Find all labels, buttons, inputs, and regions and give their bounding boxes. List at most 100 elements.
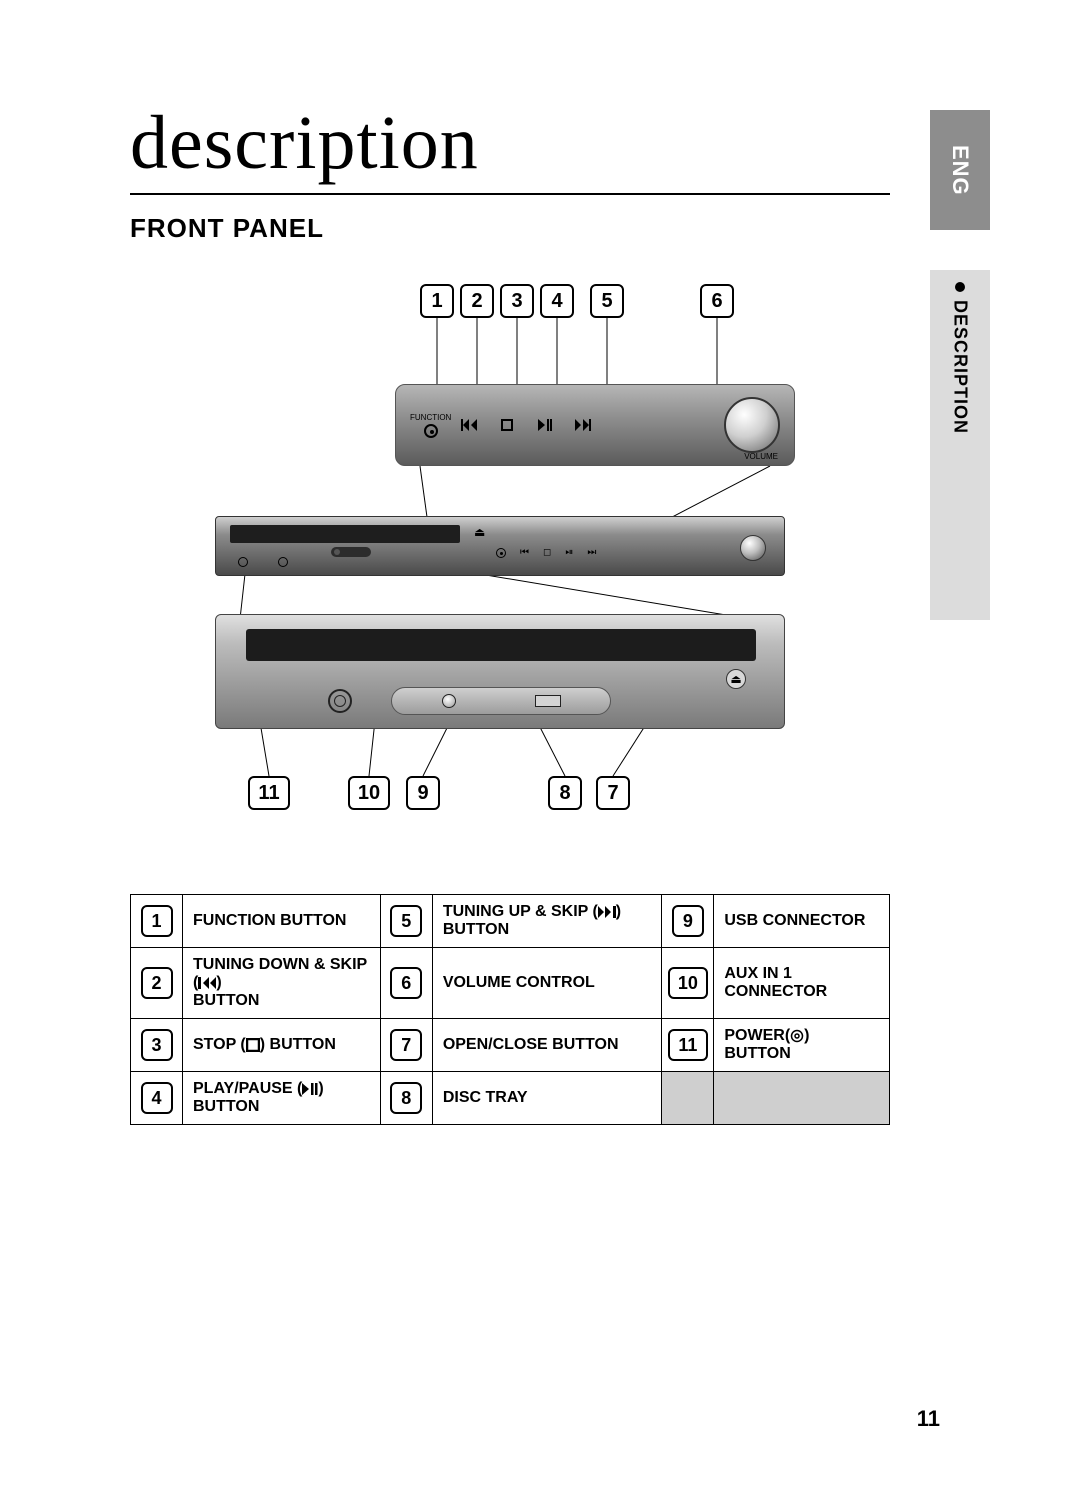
legend-label-cell: POWER() BUTTON bbox=[714, 1019, 890, 1072]
legend-num-cell: 3 bbox=[131, 1019, 183, 1072]
callout-2: 2 bbox=[460, 284, 494, 318]
legend-num: 6 bbox=[390, 967, 422, 999]
function-ring-icon bbox=[424, 424, 438, 438]
legend-num-cell: 10 bbox=[662, 948, 714, 1019]
play-pause-icon bbox=[537, 417, 553, 433]
legend-label-cell: FUNCTION BUTTON bbox=[183, 895, 381, 948]
legend-num-cell: 1 bbox=[131, 895, 183, 948]
legend-empty-cell bbox=[714, 1072, 890, 1125]
legend-num-cell: 4 bbox=[131, 1072, 183, 1125]
page-title: description bbox=[130, 100, 990, 187]
legend-label-cell: PLAY/PAUSE () BUTTON bbox=[183, 1072, 381, 1125]
mid-aux-port bbox=[278, 557, 288, 567]
language-label: ENG bbox=[947, 145, 973, 196]
language-tab: ENG bbox=[930, 110, 990, 230]
legend-num-cell: 9 bbox=[662, 895, 714, 948]
front-ports-panel bbox=[391, 687, 611, 715]
legend-row: 3 STOP () BUTTON 7 OPEN/CLOSE BUTTON 11 POWER… bbox=[131, 1019, 890, 1072]
stop-icon bbox=[499, 417, 515, 433]
callout-1: 1 bbox=[420, 284, 454, 318]
callout-4: 4 bbox=[540, 284, 574, 318]
callout-9: 9 bbox=[406, 776, 440, 810]
transport-buttons bbox=[461, 417, 591, 433]
disc-slot-graphic bbox=[246, 629, 756, 661]
legend-num-cell: 8 bbox=[380, 1072, 432, 1125]
function-button-graphic: FUNCTION bbox=[410, 413, 451, 438]
legend-label-cell: OPEN/CLOSE BUTTON bbox=[432, 1019, 662, 1072]
mid-volume-knob bbox=[740, 535, 766, 561]
legend-table: 1 FUNCTION BUTTON 5 TUNING UP & SKIP () BUT… bbox=[130, 894, 890, 1125]
section-label: DESCRIPTION bbox=[950, 300, 971, 434]
page-number: 11 bbox=[917, 1406, 940, 1432]
callout-3: 3 bbox=[500, 284, 534, 318]
bullet-icon bbox=[955, 282, 965, 292]
legend-label-cell: STOP () BUTTON bbox=[183, 1019, 381, 1072]
mid-power-port bbox=[238, 557, 248, 567]
legend-num: 2 bbox=[141, 967, 173, 999]
usb-port-graphic bbox=[535, 695, 561, 707]
device-lower-zoom: ⏏ bbox=[215, 614, 785, 729]
eject-icon: ⏏ bbox=[474, 525, 485, 539]
eject-button-graphic: ⏏ bbox=[726, 669, 746, 689]
front-panel-diagram: 1 2 3 4 5 6 FUNCTION bbox=[130, 284, 890, 864]
legend-empty-cell bbox=[662, 1072, 714, 1125]
callout-5: 5 bbox=[590, 284, 624, 318]
mid-skip-fwd-icon: ⏭ bbox=[587, 547, 596, 558]
legend-label-cell: DISC TRAY bbox=[432, 1072, 662, 1125]
legend-num: 1 bbox=[141, 905, 173, 937]
mid-function-icon bbox=[496, 548, 506, 558]
section-tab-inner: DESCRIPTION bbox=[950, 282, 971, 434]
legend-num-cell: 2 bbox=[131, 948, 183, 1019]
legend-label: USB CONNECTOR bbox=[724, 912, 865, 929]
legend-row: 2 TUNING DOWN & SKIP ()BUTTON 6 VOLUME CONT… bbox=[131, 948, 890, 1019]
mid-skip-back-icon: ⏮ bbox=[520, 547, 529, 558]
volume-label: VOLUME bbox=[744, 452, 778, 461]
mid-stop-icon: ◻ bbox=[543, 547, 551, 558]
legend-label: AUX IN 1 CONNECTOR bbox=[724, 965, 827, 1000]
tray-handle-graphic bbox=[331, 547, 371, 557]
legend-label-cell: AUX IN 1 CONNECTOR bbox=[714, 948, 890, 1019]
power-button-graphic bbox=[328, 689, 352, 713]
skip-forward-icon bbox=[575, 417, 591, 433]
legend-label-cell: TUNING UP & SKIP () BUTTON bbox=[432, 895, 662, 948]
device-full-unit: ⏏ ⏮ ◻ ⏯ ⏭ bbox=[215, 516, 785, 576]
volume-knob bbox=[724, 397, 780, 453]
legend-label-cell: USB CONNECTOR bbox=[714, 895, 890, 948]
mid-controls: ⏮ ◻ ⏯ ⏭ bbox=[496, 547, 596, 558]
callout-11: 11 bbox=[248, 776, 290, 810]
legend-num-cell: 6 bbox=[380, 948, 432, 1019]
callout-8: 8 bbox=[548, 776, 582, 810]
callout-6: 6 bbox=[700, 284, 734, 318]
legend-num: 11 bbox=[668, 1029, 708, 1061]
legend-label: DISC TRAY bbox=[443, 1089, 528, 1106]
callout-7: 7 bbox=[596, 776, 630, 810]
legend-label: FUNCTION BUTTON bbox=[193, 912, 346, 929]
legend-label-cell: VOLUME CONTROL bbox=[432, 948, 662, 1019]
page: ENG DESCRIPTION description FRONT PANEL bbox=[0, 0, 1080, 1492]
legend-label: PLAY/PAUSE () BUTTON bbox=[193, 1080, 324, 1115]
legend-label-cell: TUNING DOWN & SKIP ()BUTTON bbox=[183, 948, 381, 1019]
section-tab: DESCRIPTION bbox=[930, 270, 990, 620]
legend-label: OPEN/CLOSE BUTTON bbox=[443, 1036, 619, 1053]
legend-row: 4 PLAY/PAUSE () BUTTON 8 DISC TRAY bbox=[131, 1072, 890, 1125]
legend-num-cell: 11 bbox=[662, 1019, 714, 1072]
legend-label: VOLUME CONTROL bbox=[443, 974, 595, 991]
skip-back-icon bbox=[461, 417, 477, 433]
legend-num: 8 bbox=[390, 1082, 422, 1114]
device-control-panel-zoom: FUNCTION VOLUME bbox=[395, 384, 795, 466]
legend-num-cell: 7 bbox=[380, 1019, 432, 1072]
legend-num: 4 bbox=[141, 1082, 173, 1114]
aux-jack-graphic bbox=[442, 694, 456, 708]
legend-num: 9 bbox=[672, 905, 704, 937]
page-subtitle: FRONT PANEL bbox=[130, 213, 990, 244]
function-label: FUNCTION bbox=[410, 413, 451, 422]
legend-num: 10 bbox=[668, 967, 708, 999]
legend-num-cell: 5 bbox=[380, 895, 432, 948]
title-rule bbox=[130, 193, 890, 195]
legend-label: POWER() BUTTON bbox=[724, 1027, 809, 1062]
mid-play-icon: ⏯ bbox=[565, 547, 573, 558]
legend-num: 3 bbox=[141, 1029, 173, 1061]
legend-label: TUNING UP & SKIP () BUTTON bbox=[443, 903, 621, 938]
legend-label: STOP () BUTTON bbox=[193, 1036, 336, 1053]
legend-num: 7 bbox=[390, 1029, 422, 1061]
